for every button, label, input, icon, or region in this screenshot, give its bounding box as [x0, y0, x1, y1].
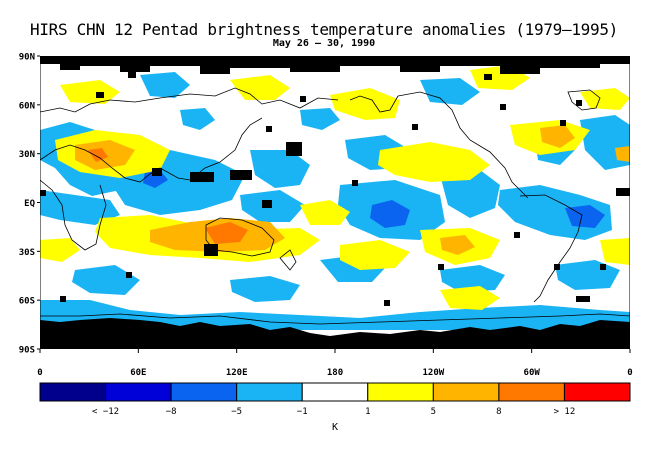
latitude-labels: 90N 60N 30N EQ 30S 60S 90S — [19, 53, 40, 356]
colorbar-label-3: −1 — [297, 407, 308, 417]
coastlines — [40, 87, 630, 325]
colorbar-swatch-2 — [170, 382, 238, 402]
colorbar-unit-label: K — [332, 422, 338, 433]
lon-label-0: 0 — [37, 368, 42, 378]
colorbar-label-1: −8 — [166, 407, 177, 417]
colorbar-label-7: > 12 — [554, 407, 576, 417]
colorbar-label-5: 5 — [431, 407, 436, 417]
figure-subtitle: May 26 – 30, 1990 — [272, 38, 376, 49]
colorbar-swatch-3 — [236, 382, 303, 402]
figure-title: HIRS CHN 12 Pentad brightness temperatur… — [30, 20, 618, 39]
lat-label-2: 30N — [19, 150, 35, 160]
map-area — [40, 56, 630, 349]
lon-label-3: 180 — [327, 368, 343, 378]
lat-label-5: 60S — [19, 297, 35, 307]
colorbar-swatch-5 — [367, 382, 434, 402]
lon-label-4: 120W — [422, 368, 444, 378]
longitude-labels: 0 60E 120E 180 120W 60W 0 — [37, 349, 633, 378]
lon-label-2: 120E — [226, 368, 248, 378]
colorbar-swatch-1 — [105, 382, 172, 402]
colorbar-label-0: < −12 — [92, 407, 119, 417]
colorbar-swatch-8 — [563, 382, 631, 402]
colorbar-swatch-7 — [498, 382, 565, 402]
lon-label-6: 0 — [627, 368, 632, 378]
lat-label-3: EQ — [24, 199, 35, 209]
lat-label-4: 30S — [19, 248, 35, 258]
lat-label-0: 90N — [19, 53, 35, 63]
colorbar-label-6: 8 — [496, 407, 501, 417]
missing-data-layer — [40, 56, 630, 349]
colorbar-swatch-6 — [432, 382, 500, 402]
colorbar-swatch-4 — [301, 382, 369, 402]
colorbar-swatch-0 — [39, 382, 107, 402]
lat-label-6: 90S — [19, 346, 35, 356]
colorbar-label-4: 1 — [365, 407, 370, 417]
lon-label-5: 60W — [524, 368, 541, 378]
colorbar: < −12 −8 −5 −1 1 5 8 > 12 — [39, 382, 631, 417]
very-strong-warm-anomaly-layer — [88, 148, 248, 244]
colorbar-label-2: −5 — [231, 407, 242, 417]
lat-label-1: 60N — [19, 101, 35, 111]
lon-label-1: 60E — [130, 368, 146, 378]
